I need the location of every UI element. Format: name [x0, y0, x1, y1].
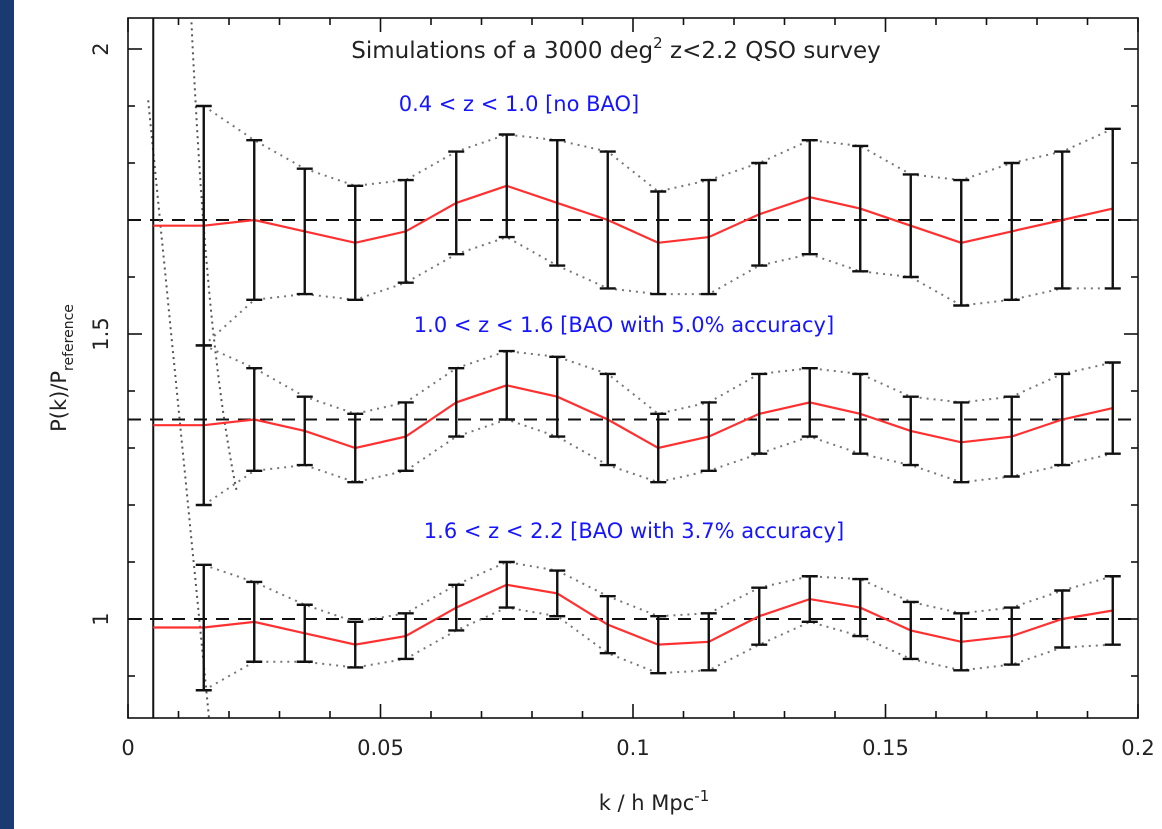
series-1-error-bar: [953, 401, 970, 484]
series-2-error-bar: [902, 600, 919, 661]
series-1-error-bar: [347, 412, 364, 484]
series-1-error-bar: [650, 412, 667, 484]
series-1-model-line: [153, 384, 1114, 450]
series-0-error-bar: [498, 133, 515, 239]
series-1-error-bar: [498, 349, 515, 421]
series-2-error-bar: [397, 612, 414, 661]
series-1-error-bar: [195, 344, 212, 507]
series-2-error-bar: [700, 612, 717, 672]
series-2-error-bar: [195, 563, 212, 692]
axis-ticks: [127, 18, 1139, 718]
x-tick-label: 0: [121, 736, 134, 760]
series-0-error-bar: [397, 178, 414, 284]
series-1-error-bar: [852, 372, 869, 455]
chart-title-sup: 2: [653, 34, 663, 52]
series-0-error-bar: [599, 150, 616, 290]
series-0-error-bar: [448, 150, 465, 256]
series-1-error-bar: [1104, 361, 1121, 455]
series-label-low-z: 0.4 < z < 1.0 [no BAO]: [399, 92, 640, 116]
y-tick-label: 1.5: [89, 317, 113, 350]
series-0-error-bar: [1054, 150, 1071, 290]
series-1-error-bar: [296, 395, 313, 467]
series-1-error-bar: [1003, 395, 1020, 478]
series-2-error-bar: [1003, 606, 1020, 666]
series-1-error-bar: [700, 401, 717, 472]
series-0-upper-envelope: [203, 105, 1114, 193]
series-0-error-bar: [953, 178, 970, 307]
series-2-error-bar: [296, 603, 313, 663]
x-axis-label-main: k / h Mpc: [599, 791, 695, 815]
series-2-error-bar: [498, 560, 515, 609]
series-label-mid-z: 1.0 < z < 1.6 [BAO with 5.0% accuracy]: [414, 313, 834, 337]
series-1-error-bar: [902, 395, 919, 467]
series-2-error-bar: [953, 612, 970, 672]
x-tick-label: 0.05: [357, 736, 404, 760]
series-2-error-bar: [751, 586, 768, 646]
series-2-error-bar: [650, 614, 667, 675]
series-0-error-bar: [347, 184, 364, 301]
series-2-upper-envelope: [203, 560, 1114, 623]
series-0-error-bar: [751, 161, 768, 267]
series-2-error-bar: [1054, 589, 1071, 649]
series-2-error-bar: [448, 583, 465, 632]
series-2-model-line: [153, 583, 1113, 646]
y-tick-label: 1: [89, 612, 113, 625]
series-0-error-bar: [700, 178, 717, 296]
y-tick-label: 2: [89, 42, 113, 55]
x-axis-label: k / h Mpc-1: [599, 787, 710, 815]
series-1-error-bar: [448, 367, 465, 438]
series-1-error-bar: [801, 367, 818, 438]
series-2-error-bar: [549, 569, 566, 618]
bao-power-spectrum-chart: Simulations of a 3000 deg2 z<2.2 QSO sur…: [47, 17, 1155, 815]
series-1-error-bar: [599, 372, 616, 467]
series-0-error-bar: [801, 138, 818, 256]
series-2-error-bar: [801, 575, 818, 624]
chart-frame: Simulations of a 3000 deg2 z<2.2 QSO sur…: [14, 0, 1162, 829]
x-tick-label: 0.2: [1121, 736, 1154, 760]
series-0-error-bar: [549, 138, 566, 267]
y-axis-label-sub: reference: [61, 304, 77, 371]
noise-curve-lower: [147, 100, 211, 718]
series-0-error-bar: [650, 190, 667, 296]
series-1-error-bar: [751, 372, 768, 455]
chart-title-main: Simulations of a 3000 deg: [351, 38, 653, 64]
series-1-error-bar: [246, 367, 263, 472]
plot-frame: [127, 17, 1139, 719]
series-0-error-bar: [246, 138, 263, 301]
plot-area: [128, 18, 1138, 718]
y-axis-label: P(k)/Preference: [47, 304, 77, 432]
series-label-high-z: 1.6 < z < 2.2 [BAO with 3.7% accuracy]: [424, 519, 844, 543]
chart-title: Simulations of a 3000 deg2 z<2.2 QSO sur…: [351, 34, 881, 64]
x-axis-label-sup: -1: [694, 787, 709, 805]
series-2-error-bar: [347, 620, 364, 669]
series-1-upper-envelope: [203, 344, 1114, 415]
series-2-error-bar: [1104, 575, 1121, 646]
series-2-error-bar: [246, 580, 263, 663]
series-0-error-bar: [852, 144, 869, 273]
chart-title-end: z<2.2 QSO survey: [663, 38, 881, 64]
x-tick-label: 0.1: [616, 736, 649, 760]
x-tick-label: 0.15: [862, 736, 909, 760]
series-0-error-bar: [1104, 127, 1121, 290]
series-1-error-bar: [1054, 372, 1071, 467]
noise-curve-upper: [190, 18, 239, 494]
series-0-model-line: [153, 184, 1114, 244]
series-0-error-bar: [1003, 161, 1020, 301]
y-axis-label-main: P(k)/P: [47, 371, 71, 432]
series-0-error-bar: [902, 173, 919, 279]
series-2-error-bar: [599, 595, 616, 655]
series-1-error-bar: [397, 401, 414, 472]
series-2-error-bar: [852, 577, 869, 638]
series-1-error-bar: [549, 355, 566, 438]
series-0-error-bar: [296, 167, 313, 296]
